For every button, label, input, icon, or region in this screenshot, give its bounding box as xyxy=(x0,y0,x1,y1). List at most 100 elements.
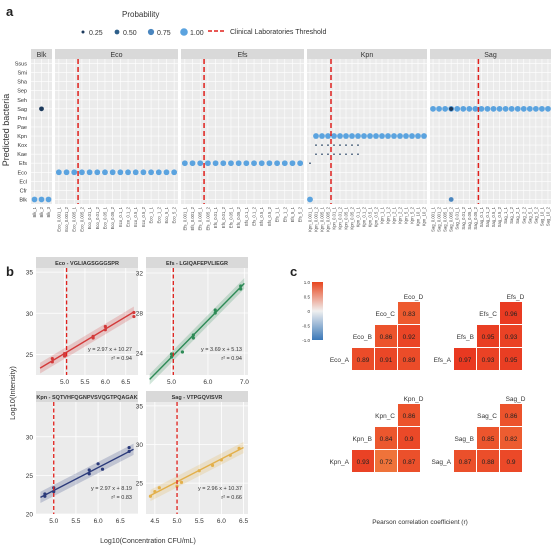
heatmap-block-sag: Sag_D Sag_C 0.86 Sag_B 0.85 0.82 Sag_A 0.87 0.88… xyxy=(431,396,526,472)
prob-dot xyxy=(454,105,461,112)
col-tick-label: Eco_0.05_2 xyxy=(110,206,115,229)
col-tick-label: Eco_0.05_1 xyxy=(102,206,107,229)
colorbar-tick-label: 0.5 xyxy=(304,295,311,300)
panel-c-xlabel: Pearson correlation coefficient (r) xyxy=(372,519,468,526)
data-point xyxy=(169,352,174,356)
facet-bg xyxy=(430,59,551,204)
col-tick-label: Eco_0.01_1 xyxy=(87,206,92,229)
subplot-title: Efs - LGIQAFEPVLIEGR xyxy=(166,261,228,267)
x-tick-label: 5.5 xyxy=(80,379,89,386)
prob-dot xyxy=(297,160,304,167)
heat-cell-value: 0.9 xyxy=(404,436,413,443)
prob-dot xyxy=(31,196,38,203)
heat-cell-value: 0.93 xyxy=(505,334,518,341)
heat-col-label: Eco_D xyxy=(404,294,424,301)
heat-cell xyxy=(454,348,476,370)
prob-dot xyxy=(102,169,108,176)
data-point xyxy=(213,311,217,315)
subplot-bg xyxy=(146,268,248,375)
x-tick-label: 6.0 xyxy=(94,518,103,525)
heat-cell-value: 0.85 xyxy=(482,436,495,443)
prob-dot xyxy=(266,160,273,167)
col-tick-label: Efs_0.005_2 xyxy=(205,206,210,230)
col-tick-label: Efs_0.001_2 xyxy=(190,206,195,230)
subplot-strip xyxy=(146,391,248,402)
col-tick-label: Efs_0.01_1 xyxy=(213,206,218,228)
y-tick-label: 30 xyxy=(26,311,34,318)
legend-title: Probability xyxy=(122,10,159,19)
facet-strip-label: Efs xyxy=(237,52,248,59)
legend-dot xyxy=(180,28,188,36)
regression-r2: r² = 0.66 xyxy=(221,495,242,501)
heat-col-label: Kpn_D xyxy=(404,396,424,403)
col-tick-label: Blk_1 xyxy=(32,206,37,217)
facet-strip xyxy=(181,49,304,59)
row-tick-label: Ecl xyxy=(19,179,27,185)
prob-dot xyxy=(526,105,533,112)
heat-cell-value: 0.89 xyxy=(357,357,370,364)
prob-dot xyxy=(258,160,265,167)
heat-cell xyxy=(500,450,522,472)
prob-dot xyxy=(39,106,44,112)
subplot-strip xyxy=(36,391,138,402)
col-tick-label: Eco_0.005_1 xyxy=(72,206,77,231)
col-tick-label: Sag_1_1 xyxy=(503,206,508,223)
prob-dot xyxy=(319,133,325,139)
prob-dot xyxy=(212,160,219,167)
facet-strip xyxy=(430,49,551,59)
scatter-subplot-3: Sag - VTPGQVISVR 4.5 5.0 5.5 6.0 6.5 25 30 35 y =… xyxy=(136,391,248,525)
prob-dot xyxy=(38,196,45,203)
data-point xyxy=(179,480,184,484)
prob-dot xyxy=(251,160,257,167)
heat-cell xyxy=(477,450,499,472)
col-tick-label: Kpn_2_2 xyxy=(398,206,403,223)
regression-line xyxy=(39,311,135,369)
data-point xyxy=(153,490,157,494)
heat-row-label: Eco_B xyxy=(353,334,372,341)
facet-bg xyxy=(55,59,178,204)
y-tick-label: 30 xyxy=(136,442,144,449)
regression-r2: r² = 0.94 xyxy=(221,356,242,362)
heat-cell xyxy=(398,302,420,324)
col-tick-label: Eco_0.5_1 xyxy=(133,206,138,227)
x-tick-label: 5.0 xyxy=(173,518,182,525)
y-tick-label: 30 xyxy=(26,434,34,441)
col-tick-label: Sag_0.005_1 xyxy=(443,206,448,232)
col-tick-label: Efs_5_1 xyxy=(290,206,295,222)
row-tick-label: Kox xyxy=(18,143,28,149)
data-point xyxy=(52,490,56,494)
heat-cell xyxy=(398,404,420,426)
prob-dot xyxy=(397,133,403,139)
y-tick-label: 35 xyxy=(136,403,144,410)
data-point xyxy=(228,453,232,457)
prob-dot xyxy=(514,105,521,112)
row-tick-label: Sag xyxy=(17,107,27,113)
row-tick-label: Eco xyxy=(18,170,27,176)
prob-dot xyxy=(442,105,449,112)
heat-row-label: Efs_B xyxy=(457,334,474,341)
subplot-bg xyxy=(36,402,138,514)
prob-dot xyxy=(321,153,323,155)
x-tick-label: 5.0 xyxy=(167,379,176,386)
row-tick-label: Cfr xyxy=(20,188,28,194)
col-tick-label: Efs_0.5_1 xyxy=(259,206,264,226)
regression-line xyxy=(40,448,134,499)
col-tick-label: Eco_0.001_1 xyxy=(56,206,61,231)
col-tick-label: Blk_2 xyxy=(39,206,44,217)
heat-cell xyxy=(500,404,522,426)
data-point xyxy=(169,355,174,359)
data-point xyxy=(127,449,131,454)
heat-cell xyxy=(352,348,374,370)
scatter-subplot-1: Efs - LGIQAFEPVLIEGR 5.0 6.0 7.0 24 28 32 y = 3… xyxy=(136,257,249,386)
prob-dot xyxy=(449,106,454,111)
row-tick-label: Sep xyxy=(17,89,27,95)
prob-dot xyxy=(339,153,341,155)
y-tick-label: 25 xyxy=(26,473,34,480)
heatmap-block-efs: Efs_D Efs_C 0.96 Efs_B 0.95 0.93 Efs_A 0.97 0.93… xyxy=(434,294,525,370)
prob-dot xyxy=(309,162,311,165)
col-tick-label: Sag_0.05_1 xyxy=(467,206,472,229)
x-tick-label: 6.0 xyxy=(203,379,212,386)
col-tick-label: Eco_1_2 xyxy=(156,206,161,223)
